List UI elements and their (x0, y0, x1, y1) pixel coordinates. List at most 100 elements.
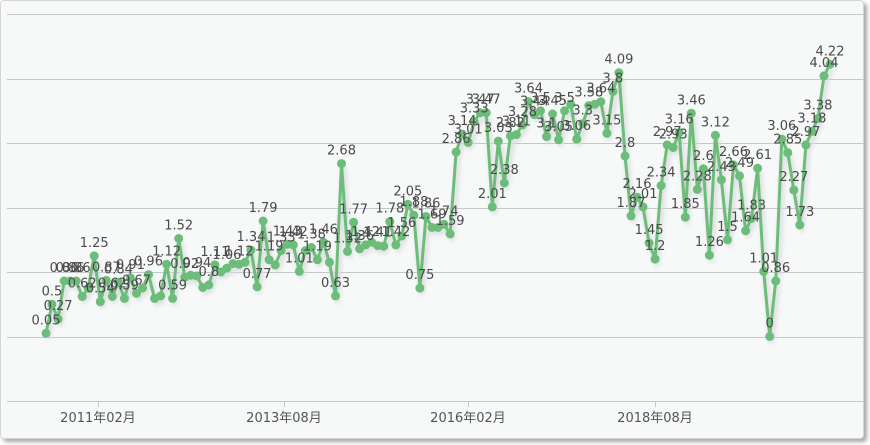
data-point[interactable] (729, 160, 738, 170)
data-point[interactable] (409, 210, 419, 220)
data-point[interactable] (656, 181, 666, 191)
data-point[interactable] (119, 293, 129, 303)
data-point[interactable] (614, 68, 624, 78)
data-point[interactable] (807, 126, 817, 136)
data-point[interactable] (95, 297, 105, 307)
data-point[interactable] (168, 293, 178, 303)
data-point[interactable] (174, 234, 184, 243)
data-point[interactable] (644, 238, 654, 248)
data-point[interactable] (240, 257, 250, 267)
data-point[interactable] (566, 99, 576, 109)
data-point[interactable] (288, 240, 298, 250)
data-point[interactable] (415, 283, 425, 293)
data-point[interactable] (403, 199, 413, 209)
data-point[interactable] (71, 276, 81, 286)
data-point[interactable] (125, 273, 135, 283)
data-point[interactable] (318, 237, 328, 247)
data-point[interactable] (312, 255, 322, 265)
data-point[interactable] (41, 328, 51, 338)
data-point[interactable] (276, 246, 286, 256)
data-point[interactable] (53, 314, 63, 324)
data-point[interactable] (620, 151, 630, 161)
data-point[interactable] (542, 132, 552, 142)
data-point[interactable] (825, 59, 835, 69)
data-point[interactable] (692, 184, 702, 194)
data-point[interactable] (132, 288, 141, 298)
data-point[interactable] (801, 140, 811, 150)
data-point[interactable] (668, 143, 678, 152)
data-point[interactable] (379, 241, 389, 251)
data-point[interactable] (349, 217, 359, 227)
data-point[interactable] (511, 130, 521, 140)
data-point[interactable] (138, 283, 147, 293)
data-point[interactable] (451, 147, 461, 157)
data-point[interactable] (343, 246, 352, 256)
data-point[interactable] (747, 214, 757, 223)
data-point[interactable] (270, 260, 280, 270)
data-point[interactable] (83, 283, 93, 293)
data-point[interactable] (204, 280, 214, 290)
data-point[interactable] (306, 243, 316, 252)
data-point[interactable] (524, 97, 533, 107)
data-point[interactable] (813, 114, 823, 123)
data-point[interactable] (481, 108, 491, 118)
data-point[interactable] (716, 175, 726, 185)
data-point[interactable] (337, 159, 346, 169)
data-point[interactable] (324, 257, 334, 267)
data-point[interactable] (331, 291, 340, 301)
data-point[interactable] (391, 240, 401, 250)
data-point[interactable] (735, 171, 744, 181)
data-point[interactable] (674, 128, 684, 138)
data-point[interactable] (246, 245, 256, 255)
data-point[interactable] (457, 129, 467, 139)
data-point[interactable] (294, 266, 304, 276)
data-point[interactable] (89, 251, 99, 261)
data-point[interactable] (698, 164, 708, 174)
data-point[interactable] (445, 229, 455, 239)
data-point[interactable] (795, 220, 805, 230)
data-point[interactable] (536, 106, 545, 116)
data-point[interactable] (548, 109, 558, 119)
data-point[interactable] (385, 217, 395, 227)
data-point[interactable] (264, 255, 274, 265)
data-point[interactable] (771, 276, 781, 286)
data-point[interactable] (210, 260, 220, 270)
data-point[interactable] (487, 202, 497, 212)
data-point[interactable] (47, 299, 57, 309)
data-point[interactable] (777, 134, 787, 144)
data-point[interactable] (783, 148, 793, 158)
data-point[interactable] (626, 211, 636, 221)
data-point[interactable] (608, 86, 618, 96)
data-point[interactable] (493, 136, 503, 146)
data-point[interactable] (789, 185, 799, 195)
data-point[interactable] (397, 231, 407, 241)
data-point[interactable] (572, 134, 582, 144)
data-point[interactable] (710, 130, 720, 140)
data-point[interactable] (638, 202, 648, 212)
data-point[interactable] (469, 117, 479, 127)
data-point[interactable] (499, 178, 509, 188)
data-point[interactable] (819, 71, 829, 81)
data-point[interactable] (252, 282, 262, 292)
data-point[interactable] (741, 226, 751, 236)
data-point[interactable] (156, 291, 166, 301)
data-point[interactable] (765, 332, 775, 341)
data-point[interactable] (753, 163, 763, 173)
data-point[interactable] (113, 277, 123, 287)
data-point[interactable] (107, 292, 117, 301)
data-point[interactable] (704, 250, 714, 260)
data-point[interactable] (680, 212, 690, 222)
data-point[interactable] (421, 212, 431, 221)
data-point[interactable] (560, 106, 570, 116)
data-point[interactable] (554, 135, 564, 145)
data-point[interactable] (759, 266, 769, 276)
data-point[interactable] (77, 292, 87, 301)
data-point[interactable] (578, 119, 588, 129)
data-point[interactable] (192, 271, 202, 281)
data-point[interactable] (602, 128, 612, 138)
data-point[interactable] (101, 275, 111, 285)
data-point[interactable] (650, 254, 660, 264)
data-point[interactable] (686, 108, 696, 118)
data-point[interactable] (463, 137, 473, 147)
data-point[interactable] (144, 270, 153, 280)
